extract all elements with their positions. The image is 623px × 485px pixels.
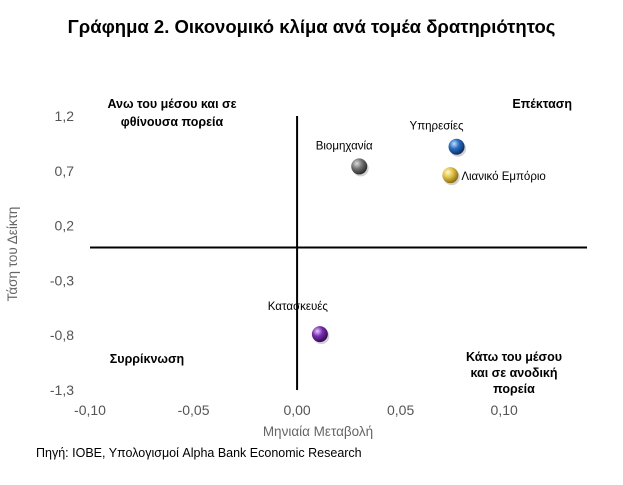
x-tick-label: 0,00: [283, 402, 310, 418]
data-point: [448, 138, 465, 155]
y-axis-label: Τάση του Δείκτη: [5, 207, 20, 302]
data-point: [311, 326, 328, 343]
y-tick-label: 0,2: [55, 218, 75, 234]
x-tick-label: 0,05: [387, 402, 414, 418]
y-tick-label: 1,2: [55, 108, 75, 124]
x-tick-label: 0,10: [491, 402, 518, 418]
y-tick-label: -0,8: [50, 327, 74, 343]
quadrant-label-top-right: Επέκταση: [512, 97, 572, 111]
y-tick-label: 0,7: [55, 163, 75, 179]
data-point-label: Βιομηχανία: [316, 140, 373, 152]
source-note: Πηγή: ΙΟΒΕ, Υπολογισμοί Alpha Bank Econo…: [36, 446, 362, 460]
data-point-label: Υπηρεσίες: [410, 121, 464, 133]
data-point-label: Κατασκευές: [268, 301, 329, 313]
x-axis-label: Μηνιαία Μεταβολή: [263, 424, 373, 439]
quadrant-label-bottom-left: Συρρίκνωση: [110, 352, 184, 366]
chart-title: Γράφημα 2. Οικονομικό κλίμα ανά τομέα δρ…: [67, 16, 556, 37]
data-point: [442, 167, 459, 184]
data-point-label: Λιανικό Εμπόριο: [461, 171, 546, 183]
quadrant-label-top-left: Ανω του μέσου και σε φθίνουσα πορεία: [107, 97, 236, 129]
x-tick-label: -0,10: [74, 402, 106, 418]
data-point: [351, 158, 368, 175]
quadrant-label-bottom-right: Κάτω του μέσου και σε ανοδική πορεία: [466, 350, 562, 396]
y-tick-label: -0,3: [50, 272, 74, 288]
x-tick-label: -0,05: [178, 402, 210, 418]
y-tick-label: -1,3: [50, 382, 74, 398]
